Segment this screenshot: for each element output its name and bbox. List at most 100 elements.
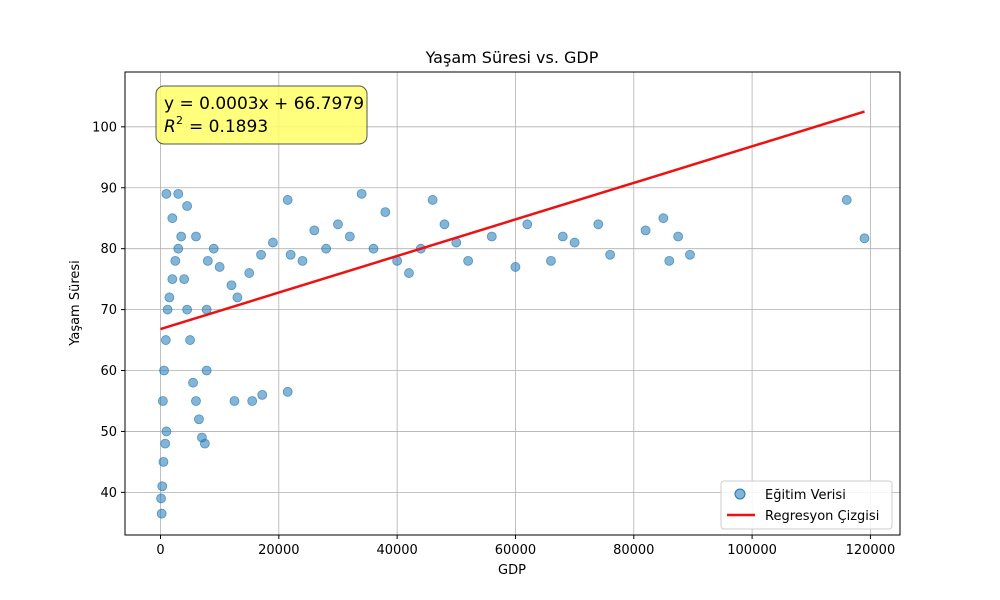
data-point bbox=[229, 396, 240, 406]
data-point bbox=[546, 255, 556, 266]
x-tick-label: 80000 bbox=[613, 543, 654, 558]
regression-annotation: y = 0.0003x + 66.7979 R 2 = 0.1893 bbox=[155, 85, 368, 145]
y-axis-ticks: 40 50 60 70 80 90 100 bbox=[92, 120, 125, 501]
data-point bbox=[427, 195, 438, 205]
data-point bbox=[268, 237, 278, 248]
x-tick-label: 0 bbox=[156, 543, 164, 558]
legend: Eğitim Verisi Regresyon Çizgisi bbox=[720, 480, 893, 530]
annotation-box bbox=[155, 85, 368, 145]
x-tick-label: 40000 bbox=[376, 543, 417, 558]
data-point bbox=[257, 389, 268, 400]
data-point bbox=[156, 508, 167, 519]
y-tick-label: 60 bbox=[100, 364, 117, 379]
data-point bbox=[182, 201, 193, 211]
y-tick-label: 90 bbox=[100, 181, 117, 196]
data-point bbox=[439, 219, 450, 230]
y-tick-label: 70 bbox=[100, 303, 117, 318]
x-tick-label: 60000 bbox=[495, 543, 536, 558]
scatter-points bbox=[156, 188, 870, 519]
data-point bbox=[199, 438, 210, 449]
data-point bbox=[156, 493, 166, 504]
data-point bbox=[368, 243, 379, 254]
data-point bbox=[557, 231, 568, 242]
r-squared-symbol: R bbox=[164, 117, 176, 137]
data-point bbox=[182, 304, 193, 315]
data-point bbox=[202, 255, 213, 266]
data-point bbox=[208, 243, 219, 254]
data-point bbox=[159, 365, 169, 376]
data-point bbox=[664, 255, 675, 266]
data-point bbox=[685, 249, 695, 260]
y-tick-label: 80 bbox=[100, 242, 117, 257]
data-point bbox=[158, 456, 169, 467]
data-point bbox=[167, 274, 178, 285]
data-point bbox=[191, 396, 201, 406]
data-point bbox=[173, 243, 184, 254]
data-point bbox=[161, 426, 172, 437]
x-axis-label: GDP bbox=[498, 563, 526, 578]
data-point bbox=[321, 243, 332, 254]
data-point bbox=[201, 365, 212, 376]
data-point bbox=[179, 274, 190, 285]
data-point bbox=[247, 396, 258, 406]
chart-title: Yaşam Süresi vs. GDP bbox=[425, 48, 599, 67]
r-squared-exponent: 2 bbox=[176, 114, 183, 127]
grid bbox=[125, 72, 900, 535]
data-point bbox=[404, 268, 414, 278]
data-point bbox=[463, 255, 474, 266]
data-point bbox=[658, 213, 669, 224]
data-point bbox=[160, 438, 171, 449]
y-axis-label: Yaşam Süresi bbox=[68, 260, 83, 347]
y-tick-label: 100 bbox=[92, 120, 117, 135]
data-point bbox=[569, 237, 580, 248]
data-point bbox=[605, 249, 616, 260]
plot-frame bbox=[124, 71, 901, 536]
data-point bbox=[157, 481, 168, 492]
data-point bbox=[344, 231, 355, 242]
regression-line bbox=[160, 110, 865, 331]
data-point bbox=[285, 249, 296, 260]
x-tick-label: 100000 bbox=[727, 543, 777, 558]
data-point bbox=[191, 231, 201, 242]
data-point bbox=[593, 219, 604, 230]
data-point bbox=[510, 262, 521, 272]
x-tick-label: 20000 bbox=[258, 543, 299, 558]
data-point bbox=[188, 377, 198, 388]
data-point bbox=[176, 231, 187, 242]
legend-label-regresyon-cizgisi: Regresyon Çizgisi bbox=[765, 509, 879, 524]
data-point bbox=[673, 231, 684, 242]
data-point bbox=[333, 219, 343, 230]
data-point bbox=[194, 414, 204, 425]
data-point bbox=[256, 249, 266, 260]
data-point bbox=[173, 188, 184, 199]
data-point bbox=[282, 195, 293, 205]
regression-line-layer bbox=[160, 110, 865, 331]
data-point bbox=[214, 262, 225, 272]
data-point bbox=[161, 188, 172, 199]
data-point bbox=[167, 213, 178, 224]
x-tick-label: 120000 bbox=[846, 543, 896, 558]
legend-marker-egitim-verisi bbox=[734, 488, 746, 500]
regression-equation: y = 0.0003x + 66.7979 bbox=[164, 94, 364, 114]
data-point bbox=[232, 292, 243, 303]
data-point bbox=[157, 396, 168, 406]
data-point bbox=[160, 335, 171, 345]
data-point bbox=[522, 219, 533, 230]
data-point bbox=[380, 207, 391, 218]
data-point bbox=[356, 188, 367, 199]
data-point bbox=[309, 225, 320, 236]
r-squared-value: = 0.1893 bbox=[189, 117, 268, 137]
data-point bbox=[640, 225, 651, 236]
data-point bbox=[282, 386, 293, 397]
data-point bbox=[226, 280, 237, 291]
y-tick-label: 50 bbox=[100, 425, 117, 440]
data-point bbox=[162, 304, 173, 315]
data-point bbox=[170, 255, 181, 266]
x-axis-ticks: 0 20000 40000 60000 80000 100000 120000 bbox=[156, 535, 895, 558]
data-point bbox=[297, 255, 308, 266]
data-point bbox=[486, 231, 497, 242]
data-point bbox=[244, 268, 255, 278]
legend-box bbox=[720, 480, 893, 530]
legend-label-egitim-verisi: Eğitim Verisi bbox=[765, 488, 846, 503]
